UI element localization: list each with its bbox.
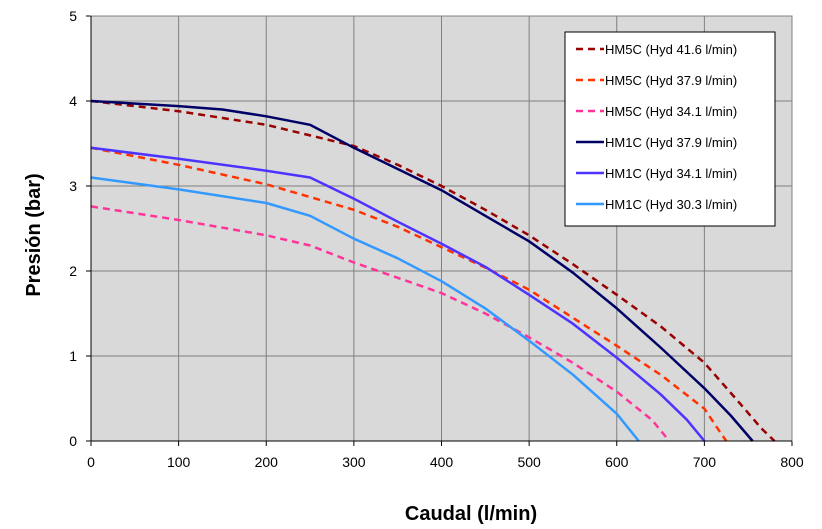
y-tick-label: 3 <box>69 178 77 194</box>
legend: HM5C (Hyd 41.6 l/min) HM5C (Hyd 37.9 l/mi… <box>564 31 776 227</box>
series-layer <box>90 99 776 442</box>
y-tick-label: 4 <box>69 93 77 109</box>
legend-label-3: HM5C (Hyd 34.1 l/min) <box>605 104 737 119</box>
x-tick-label: 0 <box>87 454 95 470</box>
x-tick-label: 500 <box>517 454 541 470</box>
legend-label-5: HM1C (Hyd 34.1 l/min) <box>605 166 737 181</box>
legend-box <box>564 31 776 227</box>
tick-labels: 0 100 200 300 400 500 600 700 800 0 1 2 3 4 5 <box>69 8 804 470</box>
x-tick-label: 100 <box>167 454 191 470</box>
x-tick-label: 600 <box>605 454 629 470</box>
legend-label-1: HM5C (Hyd 41.6 l/min) <box>605 42 737 57</box>
y-tick-label: 2 <box>69 263 77 279</box>
x-tick-label: 800 <box>780 454 804 470</box>
legend-label-2: HM5C (Hyd 37.9 l/min) <box>605 73 737 88</box>
y-tick-label: 5 <box>69 8 77 24</box>
y-axis-title: Presión (bar) <box>23 173 45 296</box>
series-line-6 <box>90 176 640 442</box>
series-line-3 <box>90 205 671 442</box>
series-line-4 <box>90 99 754 442</box>
x-tick-label: 400 <box>430 454 454 470</box>
legend-label-4: HM1C (Hyd 37.9 l/min) <box>605 135 737 150</box>
y-tick-label: 0 <box>69 433 77 449</box>
axes <box>86 15 793 446</box>
legend-label-6: HM1C (Hyd 30.3 l/min) <box>605 197 737 212</box>
x-tick-label: 300 <box>342 454 366 470</box>
series-line-2 <box>90 146 728 442</box>
x-tick-label: 700 <box>693 454 717 470</box>
series-line-1 <box>90 99 776 442</box>
series-line-5 <box>90 146 706 442</box>
x-tick-label: 200 <box>255 454 279 470</box>
y-tick-label: 1 <box>69 348 77 364</box>
x-axis-title: Caudal (l/min) <box>405 503 537 525</box>
